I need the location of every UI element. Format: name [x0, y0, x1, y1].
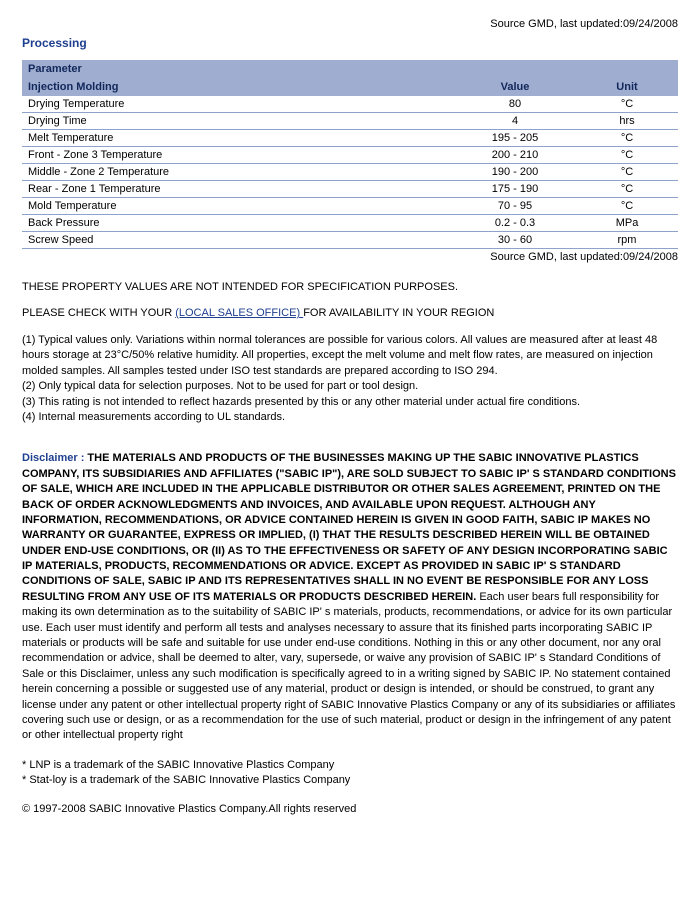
- notes-block: (1) Typical values only. Variations with…: [22, 333, 678, 425]
- cell-param: Screw Speed: [22, 232, 454, 249]
- trademark-line: * LNP is a trademark of the SABIC Innova…: [22, 758, 678, 773]
- cell-unit: hrs: [576, 113, 678, 130]
- table-row: Screw Speed30 - 60rpm: [22, 232, 678, 249]
- cell-value: 190 - 200: [454, 164, 576, 181]
- cell-param: Middle - Zone 2 Temperature: [22, 164, 454, 181]
- table-row: Front - Zone 3 Temperature200 - 210°C: [22, 147, 678, 164]
- table-row: Middle - Zone 2 Temperature190 - 200°C: [22, 164, 678, 181]
- check-after: FOR AVAILABILITY IN YOUR REGION: [303, 307, 494, 319]
- cell-param: Mold Temperature: [22, 198, 454, 215]
- cell-value: 175 - 190: [454, 181, 576, 198]
- cell-param: Front - Zone 3 Temperature: [22, 147, 454, 164]
- table-row: Melt Temperature195 - 205°C: [22, 130, 678, 147]
- table-row: Drying Temperature80°C: [22, 96, 678, 113]
- table-row: Rear - Zone 1 Temperature175 - 190°C: [22, 181, 678, 198]
- cell-param: Drying Temperature: [22, 96, 454, 113]
- cell-unit: °C: [576, 164, 678, 181]
- cell-unit: °C: [576, 147, 678, 164]
- note-line: (1) Typical values only. Variations with…: [22, 333, 678, 379]
- trademarks-block: * LNP is a trademark of the SABIC Innova…: [22, 758, 678, 789]
- cell-param: Melt Temperature: [22, 130, 454, 147]
- cell-unit: °C: [576, 198, 678, 215]
- table-subheader-unit: Unit: [576, 78, 678, 96]
- disclaimer-rest: Each user bears full responsibility for …: [22, 591, 675, 742]
- table-row: Mold Temperature70 - 95°C: [22, 198, 678, 215]
- table-header-parameter: Parameter: [22, 60, 678, 78]
- cell-value: 30 - 60: [454, 232, 576, 249]
- check-before: PLEASE CHECK WITH YOUR: [22, 307, 175, 319]
- cell-value: 70 - 95: [454, 198, 576, 215]
- cell-value: 0.2 - 0.3: [454, 215, 576, 232]
- disclaimer-label: Disclaimer :: [22, 452, 87, 464]
- cell-param: Rear - Zone 1 Temperature: [22, 181, 454, 198]
- local-sales-office-link[interactable]: (LOCAL SALES OFFICE): [175, 307, 303, 319]
- notice-text: THESE PROPERTY VALUES ARE NOT INTENDED F…: [22, 281, 678, 293]
- source-top-text: Source GMD, last updated:09/24/2008: [22, 18, 678, 30]
- cell-unit: °C: [576, 130, 678, 147]
- section-title: Processing: [22, 36, 678, 50]
- cell-unit: °C: [576, 181, 678, 198]
- copyright-text: © 1997-2008 SABIC Innovative Plastics Co…: [22, 803, 678, 815]
- cell-unit: °C: [576, 96, 678, 113]
- table-row: Back Pressure0.2 - 0.3MPa: [22, 215, 678, 232]
- trademark-line: * Stat-loy is a trademark of the SABIC I…: [22, 773, 678, 788]
- cell-param: Back Pressure: [22, 215, 454, 232]
- disclaimer-block: Disclaimer : THE MATERIALS AND PRODUCTS …: [22, 451, 678, 743]
- cell-value: 80: [454, 96, 576, 113]
- cell-unit: rpm: [576, 232, 678, 249]
- note-line: (2) Only typical data for selection purp…: [22, 379, 678, 394]
- source-bottom-text: Source GMD, last updated:09/24/2008: [22, 251, 678, 263]
- check-line: PLEASE CHECK WITH YOUR (LOCAL SALES OFFI…: [22, 307, 678, 319]
- cell-value: 4: [454, 113, 576, 130]
- disclaimer-bold: THE MATERIALS AND PRODUCTS OF THE BUSINE…: [22, 452, 676, 603]
- table-subheader-param: Injection Molding: [22, 78, 454, 96]
- table-subheader-value: Value: [454, 78, 576, 96]
- cell-value: 200 - 210: [454, 147, 576, 164]
- cell-unit: MPa: [576, 215, 678, 232]
- processing-table: Parameter Injection Molding Value Unit D…: [22, 60, 678, 249]
- table-row: Drying Time4hrs: [22, 113, 678, 130]
- note-line: (3) This rating is not intended to refle…: [22, 395, 678, 410]
- cell-param: Drying Time: [22, 113, 454, 130]
- note-line: (4) Internal measurements according to U…: [22, 410, 678, 425]
- cell-value: 195 - 205: [454, 130, 576, 147]
